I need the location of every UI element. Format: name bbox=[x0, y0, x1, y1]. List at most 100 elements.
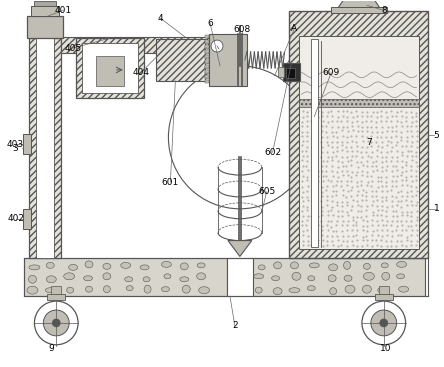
Ellipse shape bbox=[86, 286, 92, 292]
Text: 602: 602 bbox=[264, 148, 281, 157]
Ellipse shape bbox=[63, 273, 75, 280]
Ellipse shape bbox=[27, 286, 38, 294]
Bar bbox=[52, 286, 61, 294]
Ellipse shape bbox=[162, 287, 170, 292]
Bar bbox=[205, 66, 209, 69]
Ellipse shape bbox=[382, 272, 390, 280]
Bar bbox=[24, 258, 227, 296]
Ellipse shape bbox=[309, 263, 319, 268]
Ellipse shape bbox=[399, 286, 408, 292]
Ellipse shape bbox=[255, 287, 262, 293]
Ellipse shape bbox=[378, 287, 388, 293]
Ellipse shape bbox=[258, 265, 265, 270]
Text: 605: 605 bbox=[258, 188, 275, 196]
Bar bbox=[205, 50, 209, 53]
Ellipse shape bbox=[103, 273, 111, 280]
Bar bbox=[76, 38, 143, 98]
Ellipse shape bbox=[198, 287, 210, 294]
Ellipse shape bbox=[272, 276, 280, 281]
Bar bbox=[205, 55, 209, 58]
Bar bbox=[205, 56, 209, 59]
Ellipse shape bbox=[396, 261, 407, 268]
Text: 608: 608 bbox=[233, 25, 250, 34]
Ellipse shape bbox=[28, 275, 36, 283]
Bar bbox=[36, 38, 54, 258]
Ellipse shape bbox=[46, 276, 56, 283]
Ellipse shape bbox=[396, 274, 404, 279]
Ellipse shape bbox=[197, 263, 205, 268]
Ellipse shape bbox=[308, 276, 315, 281]
Circle shape bbox=[362, 301, 406, 345]
Ellipse shape bbox=[103, 264, 111, 269]
Bar bbox=[205, 65, 209, 68]
Ellipse shape bbox=[103, 286, 111, 292]
Ellipse shape bbox=[67, 287, 74, 293]
Text: 10: 10 bbox=[380, 344, 392, 353]
Bar bbox=[23, 209, 32, 229]
Circle shape bbox=[35, 301, 78, 345]
Ellipse shape bbox=[345, 285, 355, 293]
Ellipse shape bbox=[140, 265, 149, 270]
Bar bbox=[82, 43, 138, 93]
Ellipse shape bbox=[289, 288, 300, 292]
Ellipse shape bbox=[292, 272, 301, 280]
Circle shape bbox=[211, 40, 223, 52]
Bar bbox=[61, 37, 230, 53]
Text: 401: 401 bbox=[55, 6, 72, 15]
Bar bbox=[205, 51, 209, 54]
Bar bbox=[28, 16, 63, 38]
Ellipse shape bbox=[274, 262, 281, 269]
Bar bbox=[205, 76, 209, 79]
Ellipse shape bbox=[381, 263, 388, 268]
Text: 4: 4 bbox=[158, 14, 163, 23]
Circle shape bbox=[371, 310, 396, 336]
Polygon shape bbox=[228, 240, 252, 257]
Circle shape bbox=[380, 319, 388, 327]
Text: 1: 1 bbox=[433, 204, 439, 213]
Text: 601: 601 bbox=[162, 178, 179, 186]
Ellipse shape bbox=[362, 285, 371, 293]
Ellipse shape bbox=[254, 274, 264, 279]
Ellipse shape bbox=[180, 263, 188, 270]
Text: 3: 3 bbox=[13, 144, 19, 153]
Text: 403: 403 bbox=[7, 140, 24, 149]
Ellipse shape bbox=[45, 288, 55, 292]
Ellipse shape bbox=[144, 285, 151, 293]
Bar bbox=[205, 75, 209, 78]
Bar bbox=[48, 294, 65, 300]
Ellipse shape bbox=[85, 261, 93, 268]
Bar bbox=[227, 258, 253, 296]
Ellipse shape bbox=[290, 262, 298, 269]
Bar bbox=[205, 35, 209, 38]
Bar bbox=[205, 70, 209, 73]
Bar bbox=[96, 56, 124, 86]
Text: 8: 8 bbox=[381, 6, 387, 15]
Ellipse shape bbox=[364, 264, 370, 269]
Bar bbox=[299, 36, 419, 248]
Ellipse shape bbox=[344, 261, 350, 269]
Bar bbox=[205, 61, 209, 64]
Ellipse shape bbox=[83, 276, 92, 281]
Circle shape bbox=[168, 66, 311, 209]
Bar bbox=[285, 68, 295, 78]
Ellipse shape bbox=[273, 288, 282, 295]
Bar bbox=[23, 134, 32, 154]
Circle shape bbox=[44, 310, 69, 336]
Bar bbox=[155, 39, 205, 81]
Ellipse shape bbox=[307, 286, 315, 291]
Ellipse shape bbox=[164, 274, 171, 279]
Bar bbox=[289, 11, 428, 258]
Ellipse shape bbox=[330, 288, 337, 295]
Bar bbox=[35, 1, 56, 6]
Bar bbox=[311, 39, 318, 247]
Ellipse shape bbox=[182, 285, 190, 293]
Bar bbox=[252, 258, 425, 296]
Text: 7: 7 bbox=[366, 138, 372, 147]
Ellipse shape bbox=[29, 265, 40, 270]
Circle shape bbox=[52, 319, 60, 327]
Ellipse shape bbox=[162, 261, 171, 268]
Ellipse shape bbox=[180, 277, 189, 282]
Text: 5: 5 bbox=[433, 131, 439, 140]
Polygon shape bbox=[337, 0, 381, 9]
Text: 404: 404 bbox=[132, 68, 149, 77]
